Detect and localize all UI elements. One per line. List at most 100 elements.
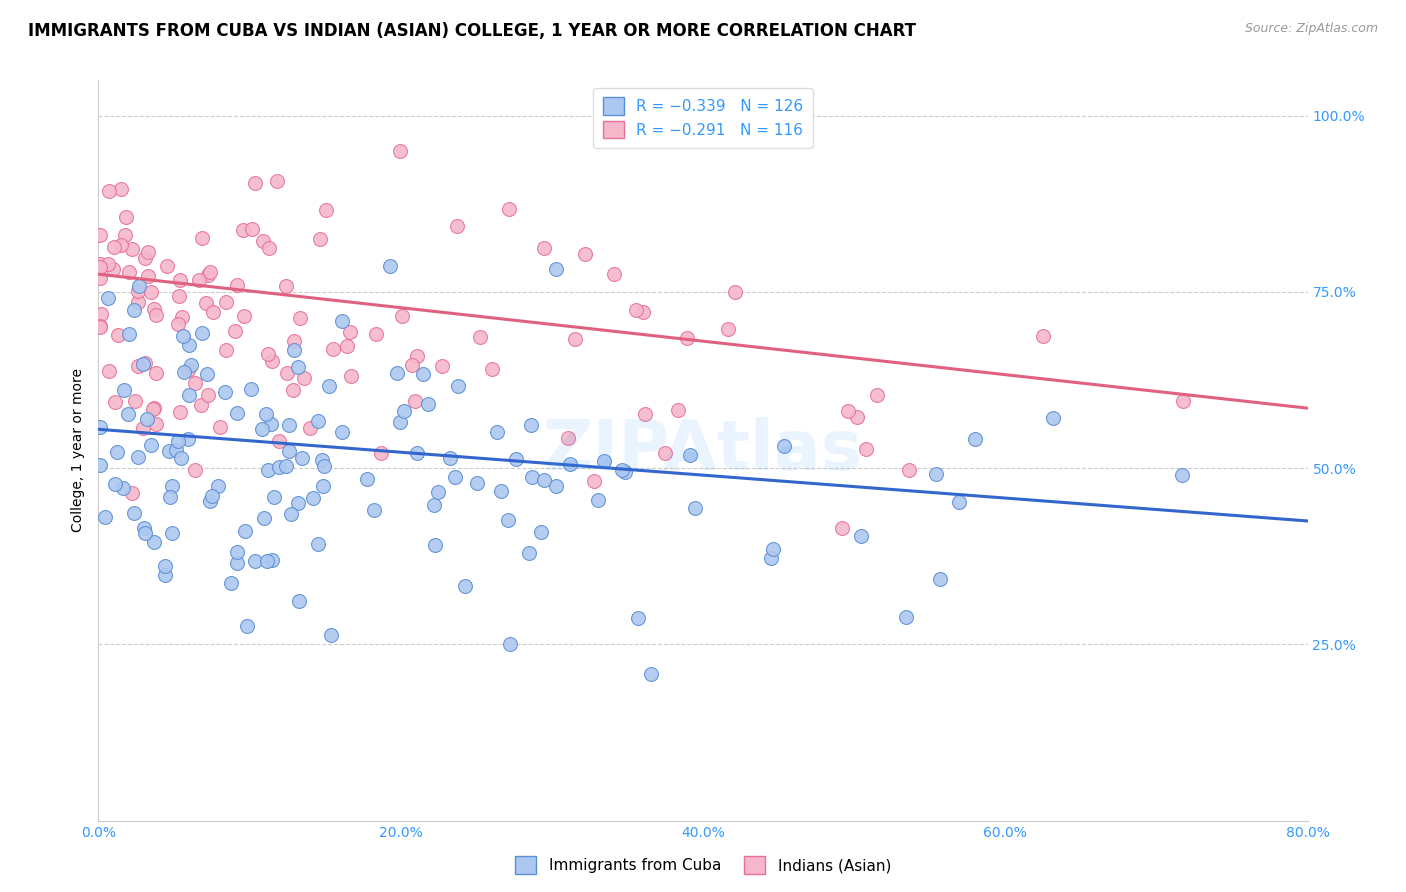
Point	[89, 257, 111, 271]
Point	[418, 397, 440, 411]
Point	[406, 350, 429, 364]
Point	[759, 550, 782, 565]
Point	[276, 366, 298, 380]
Point	[627, 611, 650, 625]
Point	[136, 269, 159, 284]
Point	[145, 308, 167, 322]
Point	[260, 553, 283, 567]
Point	[498, 202, 520, 217]
Point	[143, 534, 166, 549]
Point	[260, 354, 283, 368]
Point	[522, 470, 544, 484]
Point	[520, 418, 543, 433]
Point	[139, 285, 162, 300]
Point	[166, 434, 188, 449]
Point	[104, 476, 127, 491]
Point	[894, 610, 917, 624]
Point	[114, 211, 136, 225]
Point	[201, 489, 224, 503]
Point	[256, 347, 278, 361]
Point	[1042, 411, 1064, 425]
Point	[430, 359, 453, 373]
Point	[118, 265, 141, 279]
Point	[221, 576, 243, 591]
Point	[925, 467, 948, 481]
Point	[198, 264, 221, 278]
Point	[288, 594, 311, 608]
Point	[208, 419, 231, 434]
Point	[107, 327, 129, 342]
Point	[169, 273, 191, 287]
Point	[370, 446, 392, 460]
Point	[288, 310, 311, 325]
Point	[97, 291, 120, 305]
Point	[236, 619, 259, 633]
Point	[444, 470, 467, 484]
Point	[110, 238, 132, 252]
Point	[574, 246, 596, 260]
Point	[401, 358, 423, 372]
Point	[274, 459, 297, 474]
Point	[240, 222, 263, 236]
Point	[312, 479, 335, 493]
Point	[679, 448, 702, 462]
Point	[127, 450, 149, 465]
Point	[89, 271, 111, 285]
Point	[1171, 393, 1194, 408]
Point	[224, 324, 246, 338]
Point	[267, 460, 290, 475]
Point	[423, 538, 446, 552]
Point	[239, 382, 262, 396]
Point	[226, 406, 249, 420]
Point	[180, 359, 202, 373]
Point	[266, 174, 288, 188]
Point	[155, 558, 177, 573]
Point	[173, 365, 195, 379]
Point	[291, 451, 314, 466]
Point	[132, 420, 155, 434]
Point	[94, 510, 117, 524]
Point	[122, 303, 145, 318]
Point	[139, 438, 162, 452]
Point	[107, 445, 129, 459]
Point	[546, 262, 568, 277]
Point	[391, 309, 413, 323]
Point	[278, 443, 301, 458]
Point	[339, 326, 361, 340]
Point	[668, 402, 690, 417]
Point	[773, 439, 796, 453]
Point	[134, 251, 156, 265]
Point	[122, 506, 145, 520]
Point	[281, 383, 304, 397]
Point	[201, 305, 224, 319]
Point	[309, 232, 332, 246]
Point	[257, 463, 280, 477]
Point	[866, 388, 889, 402]
Point	[136, 411, 159, 425]
Point	[845, 410, 868, 425]
Legend: Immigrants from Cuba, Indians (Asian): Immigrants from Cuba, Indians (Asian)	[509, 850, 897, 880]
Point	[683, 500, 706, 515]
Point	[177, 387, 200, 401]
Point	[454, 579, 477, 593]
Point	[159, 490, 181, 504]
Point	[110, 182, 132, 196]
Point	[624, 302, 647, 317]
Point	[592, 454, 614, 468]
Point	[603, 267, 626, 281]
Point	[167, 289, 190, 303]
Point	[267, 434, 290, 448]
Point	[1171, 467, 1194, 482]
Point	[855, 442, 877, 457]
Point	[481, 362, 503, 376]
Point	[517, 546, 540, 560]
Point	[170, 450, 193, 465]
Point	[612, 463, 634, 477]
Point	[283, 334, 305, 348]
Point	[406, 446, 429, 460]
Point	[252, 234, 274, 248]
Point	[427, 484, 450, 499]
Point	[90, 307, 112, 321]
Point	[215, 343, 238, 358]
Point	[965, 433, 987, 447]
